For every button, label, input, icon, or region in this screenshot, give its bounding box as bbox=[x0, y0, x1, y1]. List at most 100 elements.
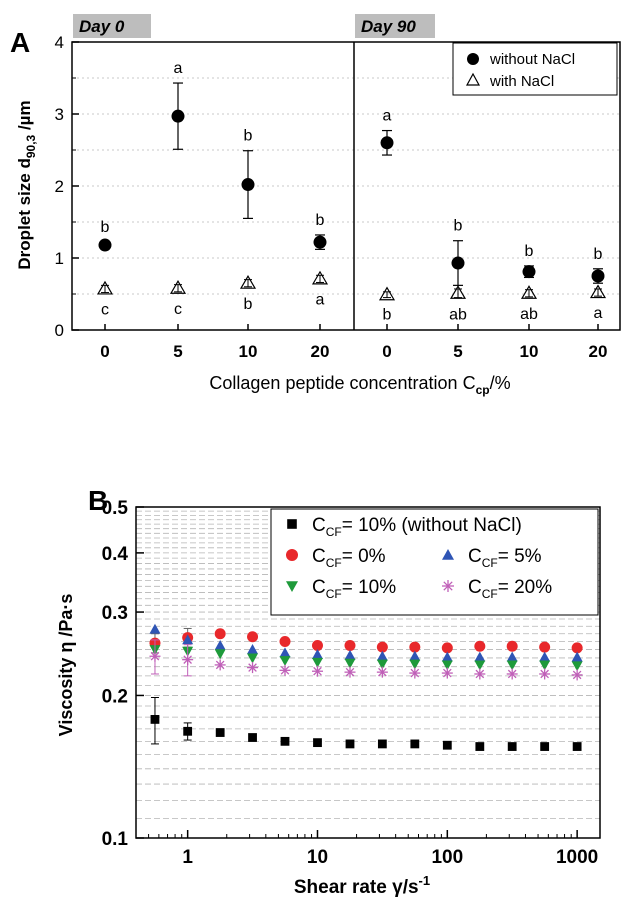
legend-label-with-nacl: with NaCl bbox=[489, 73, 554, 90]
marker-with-nacl bbox=[239, 275, 257, 289]
marker-triangle-up bbox=[214, 639, 226, 650]
day90-title: Day 90 bbox=[361, 17, 416, 36]
marker-square bbox=[183, 726, 193, 736]
marker-without-nacl bbox=[591, 269, 605, 283]
marker-asterisk bbox=[214, 659, 226, 671]
marker-triangle-up bbox=[311, 649, 323, 659]
significance-letter: b bbox=[594, 246, 603, 263]
marker-triangle-up bbox=[376, 650, 388, 661]
marker-triangle-down bbox=[376, 659, 388, 670]
point-without-nacl bbox=[313, 234, 327, 250]
marker-square bbox=[280, 736, 290, 746]
marker-without-nacl bbox=[241, 178, 255, 192]
legend-label: CCF= 20% bbox=[468, 577, 552, 601]
y-tick-label: 4 bbox=[55, 33, 64, 52]
legend-item: CCF= 0% bbox=[286, 546, 386, 570]
x-tick-label: 0 bbox=[382, 342, 391, 361]
marker-circle bbox=[571, 642, 583, 654]
day90-header-box bbox=[355, 14, 435, 38]
marker-asterisk bbox=[311, 665, 323, 677]
marker-triangle-up bbox=[474, 651, 486, 662]
y-tick-label: 0.4 bbox=[102, 544, 129, 565]
point-with-nacl bbox=[589, 284, 607, 299]
marker-square bbox=[475, 742, 485, 751]
point-with-nacl bbox=[449, 285, 467, 299]
significance-letter: b bbox=[101, 219, 110, 236]
significance-letter: a bbox=[383, 108, 392, 125]
y-tick-label: 0.2 bbox=[102, 686, 128, 707]
marker-asterisk bbox=[182, 654, 194, 666]
point-without-nacl bbox=[171, 82, 185, 150]
panel-b-frame bbox=[135, 506, 601, 839]
significance-letter: c bbox=[174, 301, 182, 318]
x-tick-label: 1000 bbox=[556, 847, 598, 868]
legend-marker-with-nacl bbox=[465, 72, 481, 86]
marker-without-nacl bbox=[451, 256, 465, 270]
marker-triangle-up bbox=[247, 644, 259, 654]
y-tick-label: 1 bbox=[55, 249, 64, 268]
marker-circle bbox=[286, 549, 298, 561]
marker-without-nacl bbox=[380, 136, 394, 150]
significance-letter: c bbox=[101, 302, 109, 319]
marker-with-nacl bbox=[520, 285, 538, 299]
marker-asterisk bbox=[344, 666, 356, 678]
panel-b-letter: B bbox=[88, 485, 108, 516]
point-with-nacl bbox=[96, 280, 114, 295]
x-tick-label: 100 bbox=[431, 847, 463, 868]
marker-triangle-up bbox=[149, 623, 161, 634]
x-tick-label: 1 bbox=[182, 847, 193, 868]
marker-triangle-up bbox=[441, 651, 453, 662]
marker-without-nacl bbox=[98, 238, 112, 252]
legend-label: CCF= 10% (without NaCl) bbox=[312, 515, 522, 539]
point-without-nacl bbox=[98, 238, 112, 252]
marker-with-nacl bbox=[378, 286, 396, 301]
significance-letter: a bbox=[316, 291, 325, 308]
marker-circle bbox=[441, 642, 453, 654]
legend-label: CCF= 5% bbox=[468, 546, 542, 570]
significance-letter: ab bbox=[520, 306, 538, 323]
marker-asterisk bbox=[409, 667, 421, 679]
panel-b-ylabel: Viscosity η /Pa·s bbox=[56, 594, 76, 737]
panel-a-letter: A bbox=[10, 27, 30, 58]
panel-b: B 0.1 0.2 0.3 0.4 0.5 1 10 100 1000 Viscosity η … bbox=[56, 485, 601, 898]
panel-a-legend: without NaCl with NaCl bbox=[452, 42, 618, 96]
legend-label: CCF= 10% bbox=[312, 577, 396, 601]
x-tick-label: 5 bbox=[173, 342, 182, 361]
panel-a-xlabel: Collagen peptide concentration Ccp/% bbox=[209, 373, 510, 397]
legend-item: CCF= 10% (without NaCl) bbox=[287, 515, 522, 539]
y-tick-label: 0 bbox=[55, 321, 64, 340]
marker-triangle-up bbox=[182, 634, 194, 645]
marker-triangle-down bbox=[539, 660, 551, 671]
legend-item: CCF= 5% bbox=[442, 546, 542, 570]
marker-circle bbox=[474, 640, 486, 652]
significance-letter: a bbox=[594, 305, 603, 322]
marker-with-nacl bbox=[169, 280, 187, 294]
marker-without-nacl bbox=[313, 235, 327, 249]
marker-asterisk bbox=[441, 667, 453, 679]
marker-circle bbox=[539, 641, 551, 653]
marker-triangle-down bbox=[506, 660, 518, 671]
point-without-nacl bbox=[451, 240, 465, 286]
marker-circle bbox=[409, 641, 421, 653]
marker-square bbox=[377, 739, 387, 749]
point-with-nacl bbox=[378, 286, 396, 301]
marker-triangle-down bbox=[474, 660, 486, 671]
marker-asterisk bbox=[149, 650, 161, 662]
marker-square bbox=[345, 739, 355, 749]
marker-triangle-up bbox=[539, 651, 551, 662]
marker-circle bbox=[344, 639, 356, 651]
marker-with-nacl bbox=[449, 285, 467, 299]
point-without-nacl bbox=[241, 150, 255, 219]
marker-square bbox=[540, 742, 550, 751]
x-tick-label: 10 bbox=[520, 342, 539, 361]
panel-b-legend: CCF= 10% (without NaCl) CCF= 0% CCF= 5% CCF… bbox=[270, 508, 599, 616]
day0-title: Day 0 bbox=[79, 17, 125, 36]
point-without-nacl bbox=[591, 268, 605, 284]
marker-circle bbox=[376, 641, 388, 653]
marker-triangle-down bbox=[247, 653, 259, 664]
marker-square bbox=[313, 738, 322, 748]
marker-triangle-up bbox=[506, 651, 518, 662]
marker-without-nacl bbox=[522, 265, 536, 279]
marker-triangle-down bbox=[279, 656, 291, 667]
marker-square bbox=[215, 728, 225, 737]
